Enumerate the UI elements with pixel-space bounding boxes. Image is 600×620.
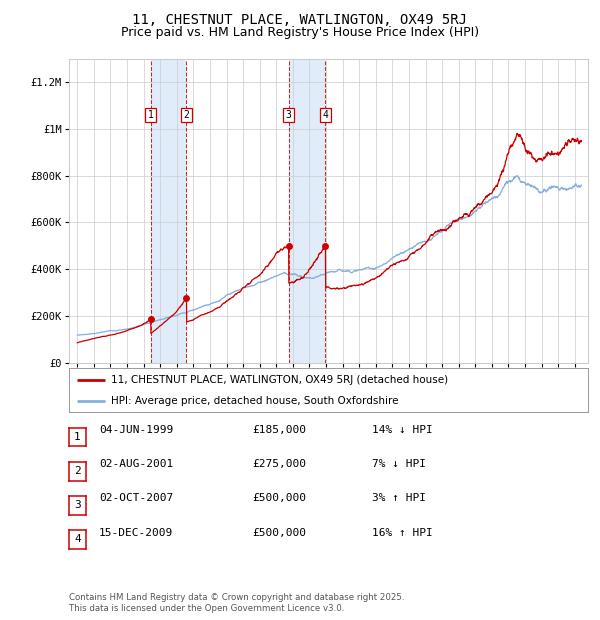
Text: 7% ↓ HPI: 7% ↓ HPI <box>372 459 426 469</box>
Text: Contains HM Land Registry data © Crown copyright and database right 2025.
This d: Contains HM Land Registry data © Crown c… <box>69 593 404 613</box>
Text: £185,000: £185,000 <box>252 425 306 435</box>
Bar <box>289 59 325 363</box>
Text: HPI: Average price, detached house, South Oxfordshire: HPI: Average price, detached house, Sout… <box>110 396 398 405</box>
Text: 4: 4 <box>74 534 81 544</box>
Text: 4: 4 <box>322 110 328 120</box>
Text: Price paid vs. HM Land Registry's House Price Index (HPI): Price paid vs. HM Land Registry's House … <box>121 26 479 38</box>
Text: 11, CHESTNUT PLACE, WATLINGTON, OX49 5RJ: 11, CHESTNUT PLACE, WATLINGTON, OX49 5RJ <box>133 13 467 27</box>
Text: 3: 3 <box>286 110 292 120</box>
Text: 14% ↓ HPI: 14% ↓ HPI <box>372 425 433 435</box>
Text: 02-AUG-2001: 02-AUG-2001 <box>99 459 173 469</box>
Text: 15-DEC-2009: 15-DEC-2009 <box>99 528 173 538</box>
Bar <box>151 59 187 363</box>
Text: 3: 3 <box>74 500 81 510</box>
Text: 16% ↑ HPI: 16% ↑ HPI <box>372 528 433 538</box>
Text: 1: 1 <box>74 432 81 442</box>
Text: 02-OCT-2007: 02-OCT-2007 <box>99 494 173 503</box>
Text: 11, CHESTNUT PLACE, WATLINGTON, OX49 5RJ (detached house): 11, CHESTNUT PLACE, WATLINGTON, OX49 5RJ… <box>110 375 448 385</box>
Text: £500,000: £500,000 <box>252 494 306 503</box>
Text: 1: 1 <box>148 110 154 120</box>
Text: 04-JUN-1999: 04-JUN-1999 <box>99 425 173 435</box>
Text: £500,000: £500,000 <box>252 528 306 538</box>
Text: 3% ↑ HPI: 3% ↑ HPI <box>372 494 426 503</box>
Text: 2: 2 <box>184 110 190 120</box>
Text: 2: 2 <box>74 466 81 476</box>
Text: £275,000: £275,000 <box>252 459 306 469</box>
